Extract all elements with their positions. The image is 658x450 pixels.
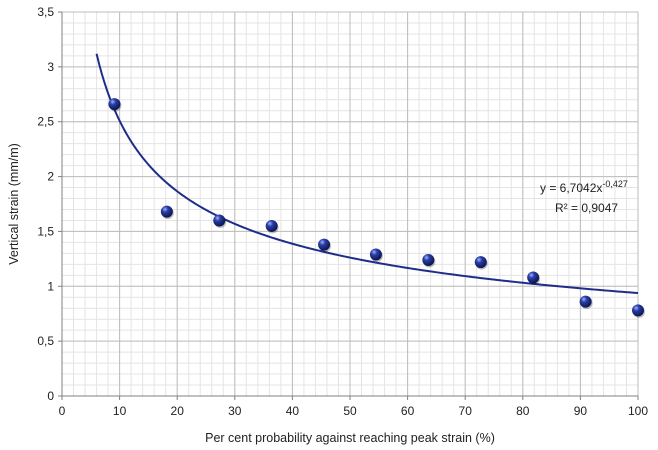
y-tick-label: 1,5 <box>37 224 54 238</box>
data-point <box>265 219 279 234</box>
y-axis-ticks: 0 0,5 1 1,5 2 2,5 3 3,5 <box>37 5 62 403</box>
data-point <box>369 248 383 262</box>
x-tick-label: 100 <box>628 404 648 418</box>
data-point-marker <box>422 253 435 266</box>
x-axis-title: Per cent probability against reaching pe… <box>205 431 495 445</box>
x-tick-label: 50 <box>343 404 357 418</box>
x-tick-label: 90 <box>574 404 588 418</box>
data-point-marker <box>632 304 644 317</box>
trendline-equation: y = 6,7042x-0,427 R² = 0,9047 <box>540 179 628 215</box>
data-point <box>422 253 436 268</box>
y-tick-label: 3 <box>47 60 54 74</box>
y-tick-label: 0 <box>47 389 54 403</box>
data-point-marker <box>527 271 540 284</box>
data-point-marker <box>108 98 121 111</box>
data-point <box>527 271 541 286</box>
y-tick-label: 2 <box>47 170 54 184</box>
data-point-marker <box>265 219 278 232</box>
data-point <box>579 295 593 310</box>
x-tick-label: 40 <box>286 404 300 418</box>
x-axis-ticks: 0 10 20 30 40 50 60 70 80 90 100 <box>59 396 648 418</box>
data-point <box>318 238 332 253</box>
y-tick-label: 0,5 <box>37 334 54 348</box>
x-tick-label: 30 <box>228 404 242 418</box>
x-tick-label: 0 <box>59 404 66 418</box>
r-squared-text: R² = 0,9047 <box>555 201 618 215</box>
x-tick-label: 10 <box>113 404 127 418</box>
x-tick-label: 80 <box>516 404 530 418</box>
data-point <box>213 214 227 228</box>
x-tick-label: 20 <box>171 404 185 418</box>
data-point-marker <box>318 238 331 251</box>
data-points <box>108 98 645 318</box>
trendline-power <box>95 53 639 295</box>
data-point-marker <box>160 205 173 218</box>
y-axis-title: Vertical strain (mm/m) <box>7 143 21 265</box>
y-tick-label: 1 <box>47 279 54 293</box>
data-point <box>160 205 174 220</box>
data-point-marker <box>579 295 592 308</box>
data-point <box>474 256 488 270</box>
major-grid <box>61 11 639 397</box>
data-point-marker <box>213 214 226 227</box>
data-point-marker <box>474 256 487 269</box>
x-tick-label: 60 <box>401 404 415 418</box>
equation-text: y = 6,7042x-0,427 <box>540 179 628 195</box>
y-tick-label: 2,5 <box>37 115 54 129</box>
data-point <box>108 98 122 112</box>
x-tick-label: 70 <box>459 404 473 418</box>
data-point-marker <box>369 248 382 261</box>
data-point <box>632 304 645 318</box>
equation-prefix: y = 6,7042x <box>540 181 602 195</box>
y-tick-label: 3,5 <box>37 5 54 19</box>
equation-exponent: -0,427 <box>602 179 628 189</box>
